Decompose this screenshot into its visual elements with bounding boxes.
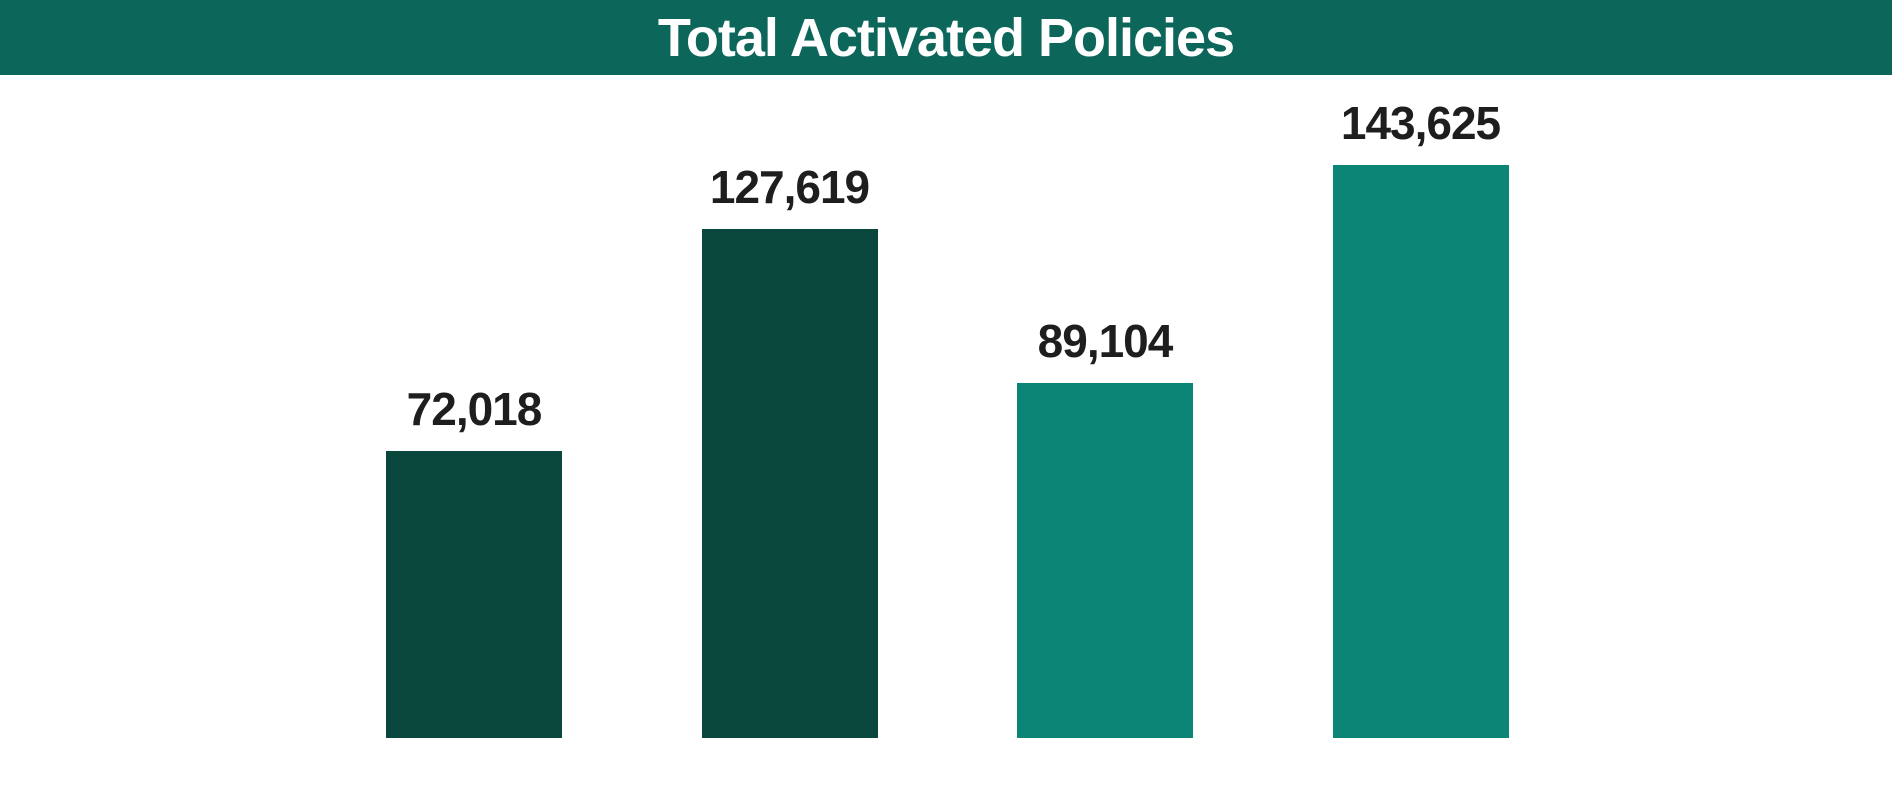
chart-title: Total Activated Policies bbox=[657, 7, 1235, 68]
bar-chart-area: 72,018FY 2023127,619FY 202489,104YTD Q3’… bbox=[0, 75, 1892, 810]
bar-value-label: 72,018 bbox=[406, 382, 543, 435]
bar-FY 2023 bbox=[386, 450, 562, 738]
bar-YTD Q3’24 bbox=[1017, 382, 1193, 738]
bar-value-label: 143,625 bbox=[1340, 97, 1501, 149]
bar-value-label: 127,619 bbox=[709, 160, 870, 213]
bar-value-label: 89,104 bbox=[1037, 314, 1174, 367]
bar-FY 2024 bbox=[701, 228, 878, 738]
chart-title-bar: Total Activated Policies bbox=[0, 0, 1892, 75]
bar-YTD Q3’25 bbox=[1332, 165, 1509, 738]
